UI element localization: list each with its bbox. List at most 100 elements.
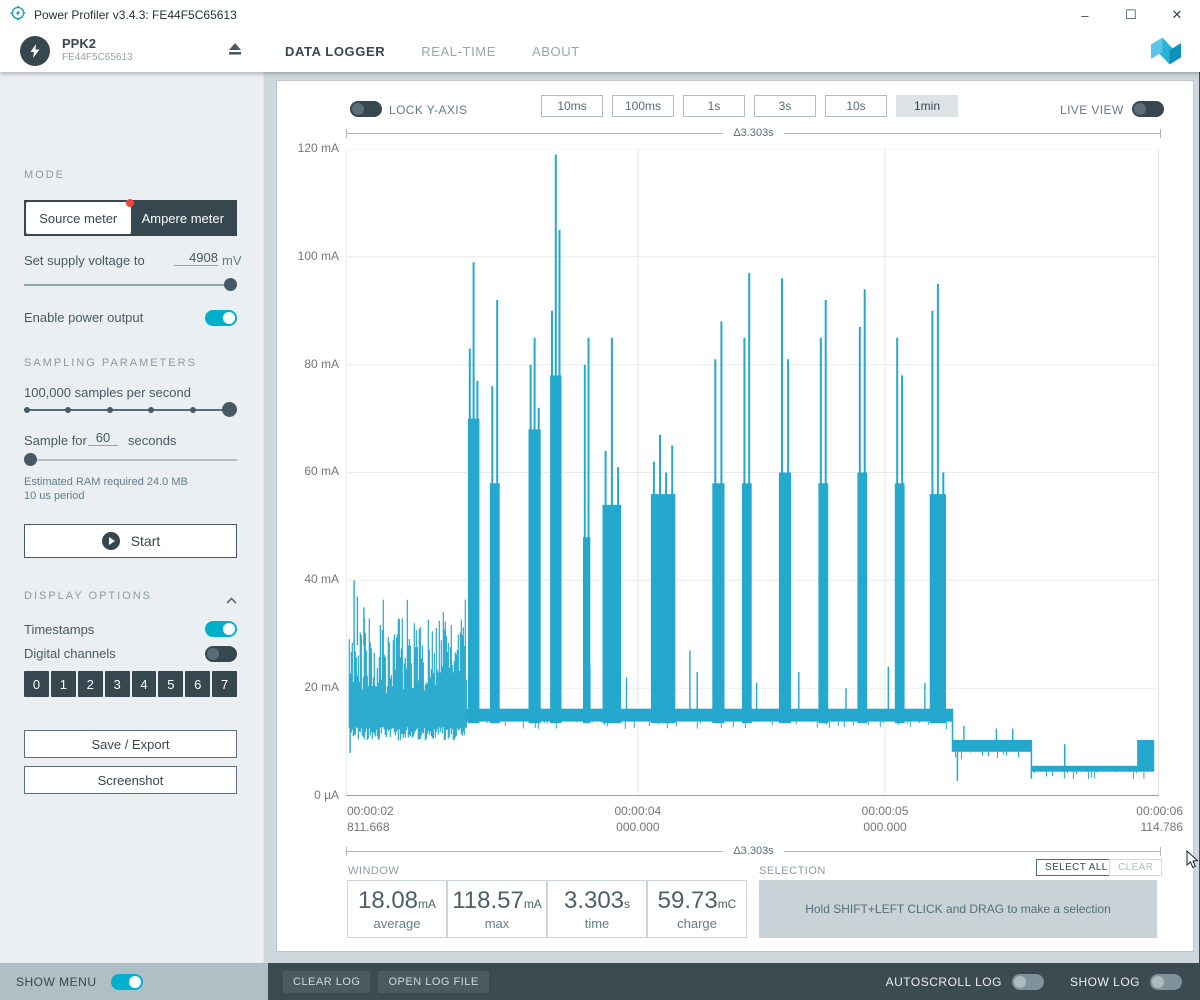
supply-voltage-label: Set supply voltage to xyxy=(24,253,145,268)
y-tick-20: 20 mA xyxy=(304,680,339,694)
screenshot-button[interactable]: Screenshot xyxy=(24,766,237,794)
x-tick-start: 00:00:02 811.668 xyxy=(347,804,394,834)
eject-icon[interactable] xyxy=(228,42,242,61)
select-all-button[interactable]: SELECT ALL xyxy=(1036,859,1117,876)
sampling-heading: SAMPLING PARAMETERS xyxy=(24,357,197,369)
lock-y-axis-label: LOCK Y-AXIS xyxy=(389,103,468,117)
sample-duration-prefix: Sample for xyxy=(24,433,87,448)
ampere-meter-button[interactable]: Ampere meter xyxy=(141,210,224,226)
show-log-toggle[interactable] xyxy=(1150,973,1182,990)
lock-y-axis-toggle[interactable] xyxy=(350,101,382,117)
timestamps-toggle[interactable] xyxy=(205,621,237,637)
clear-log-button[interactable]: CLEAR LOG xyxy=(283,970,371,993)
supply-slider-thumb[interactable] xyxy=(224,278,237,291)
range-1min-button[interactable]: 1min xyxy=(896,95,958,117)
sidebar: MODE Source meter Ampere meter Set suppl… xyxy=(0,72,264,963)
supply-voltage-input[interactable] xyxy=(174,250,218,266)
digital-channel-list: 0 1 2 3 4 5 6 7 xyxy=(24,671,237,697)
y-tick-100: 100 mA xyxy=(297,249,339,263)
mode-heading: MODE xyxy=(24,169,65,181)
nav-bar: PPK2 FE44F5C65613 DATA LOGGER REAL-TIME … xyxy=(0,30,1200,72)
power-output-toggle[interactable] xyxy=(205,310,237,326)
range-1s-button[interactable]: 1s xyxy=(683,95,745,117)
sample-rate-label: 100,000 samples per second xyxy=(24,385,191,400)
sample-duration-thumb[interactable] xyxy=(24,453,37,466)
channel-4[interactable]: 4 xyxy=(131,671,157,697)
channel-3[interactable]: 3 xyxy=(104,671,130,697)
sample-rate-thumb[interactable] xyxy=(222,402,237,417)
display-options-heading: DISPLAY OPTIONS xyxy=(24,590,153,602)
show-menu-label: SHOW MENU xyxy=(16,974,97,989)
source-meter-button[interactable]: Source meter xyxy=(26,199,134,234)
range-10ms-button[interactable]: 10ms xyxy=(541,95,603,117)
stat-average: 18.08mA average xyxy=(347,880,447,938)
range-10s-button[interactable]: 10s xyxy=(825,95,887,117)
tab-bar: DATA LOGGER REAL-TIME ABOUT xyxy=(285,30,580,72)
stat-charge: 59.73mC charge xyxy=(647,880,747,938)
autoscroll-log-toggle[interactable] xyxy=(1011,973,1044,990)
chart-panel: LOCK Y-AXIS 10ms 100ms 1s 3s 10s 1min LI… xyxy=(276,80,1194,952)
sample-duration-unit: seconds xyxy=(128,433,177,448)
range-100ms-button[interactable]: 100ms xyxy=(612,95,674,117)
mouse-cursor xyxy=(1186,849,1200,875)
minimize-button[interactable]: – xyxy=(1081,7,1089,23)
show-menu-bar: SHOW MENU xyxy=(0,963,268,1000)
supply-voltage-unit: mV xyxy=(222,253,242,268)
digital-channels-toggle[interactable] xyxy=(205,646,237,662)
channel-0[interactable]: 0 xyxy=(24,671,49,697)
close-button[interactable]: ✕ xyxy=(1171,7,1183,22)
y-tick-60: 60 mA xyxy=(304,464,339,478)
clear-selection-button: CLEAR xyxy=(1109,859,1163,876)
timestamps-label: Timestamps xyxy=(24,622,95,637)
sample-duration-slider[interactable] xyxy=(24,453,237,467)
supply-voltage-slider[interactable] xyxy=(24,278,237,292)
window-stats-label: WINDOW xyxy=(348,865,400,877)
notification-dot xyxy=(125,199,134,207)
mode-toggle: Source meter Ampere meter xyxy=(24,199,237,236)
show-menu-toggle[interactable] xyxy=(110,973,143,990)
period-note: 10 us period xyxy=(24,490,85,502)
title-bar: Power Profiler v3.4.3: FE44F5C65613 – ☐ … xyxy=(0,0,1200,30)
device-icon[interactable] xyxy=(20,36,50,66)
start-button[interactable]: Start xyxy=(24,524,237,558)
delta-bottom-label: Δ3.303s xyxy=(733,845,774,857)
ram-note: Estimated RAM required 24.0 MB xyxy=(24,476,188,488)
channel-6[interactable]: 6 xyxy=(185,671,211,697)
channel-1[interactable]: 1 xyxy=(50,671,76,697)
live-view-label: LIVE VIEW xyxy=(1060,103,1124,117)
maximize-button[interactable]: ☐ xyxy=(1125,7,1137,22)
y-tick-80: 80 mA xyxy=(304,357,339,371)
tab-about[interactable]: ABOUT xyxy=(532,43,580,59)
channel-2[interactable]: 2 xyxy=(77,671,103,697)
channel-7[interactable]: 7 xyxy=(212,671,237,697)
device-name[interactable]: PPK2 xyxy=(62,36,96,51)
tab-real-time[interactable]: REAL-TIME xyxy=(421,43,496,59)
digital-channels-label: Digital channels xyxy=(24,646,116,661)
nordic-logo-icon xyxy=(1148,35,1184,72)
chart-canvas[interactable] xyxy=(346,149,1159,796)
save-export-button[interactable]: Save / Export xyxy=(24,730,237,758)
tab-data-logger[interactable]: DATA LOGGER xyxy=(285,43,386,59)
x-tick-5s: 00:00:05 000.000 xyxy=(861,804,909,834)
sample-rate-slider[interactable] xyxy=(24,402,237,417)
stat-max: 118.57mA max xyxy=(447,880,547,938)
y-tick-40: 40 mA xyxy=(304,572,339,586)
delta-top-label: Δ3.303s xyxy=(733,127,774,139)
delta-ruler-bottom: Δ3.303s xyxy=(346,844,1161,858)
power-output-label: Enable power output xyxy=(24,310,144,325)
selection-label: SELECTION xyxy=(759,865,826,877)
y-tick-0: 0 µA xyxy=(314,788,339,802)
selection-hint-panel: Hold SHIFT+LEFT CLICK and DRAG to make a… xyxy=(759,880,1157,938)
x-tick-end: 00:00:06 114.786 xyxy=(1136,804,1183,834)
open-log-file-button[interactable]: OPEN LOG FILE xyxy=(378,970,489,993)
chevron-up-icon[interactable] xyxy=(226,591,237,609)
range-3s-button[interactable]: 3s xyxy=(754,95,816,117)
x-tick-4s: 00:00:04 000.000 xyxy=(614,804,662,834)
sample-duration-input[interactable] xyxy=(88,430,118,446)
channel-5[interactable]: 5 xyxy=(158,671,184,697)
live-view-toggle[interactable] xyxy=(1132,101,1164,117)
device-serial: FE44F5C65613 xyxy=(62,52,133,63)
delta-ruler-top: Δ3.303s xyxy=(346,126,1161,140)
log-bar: CLEAR LOG OPEN LOG FILE AUTOSCROLL LOG S… xyxy=(268,963,1200,1000)
